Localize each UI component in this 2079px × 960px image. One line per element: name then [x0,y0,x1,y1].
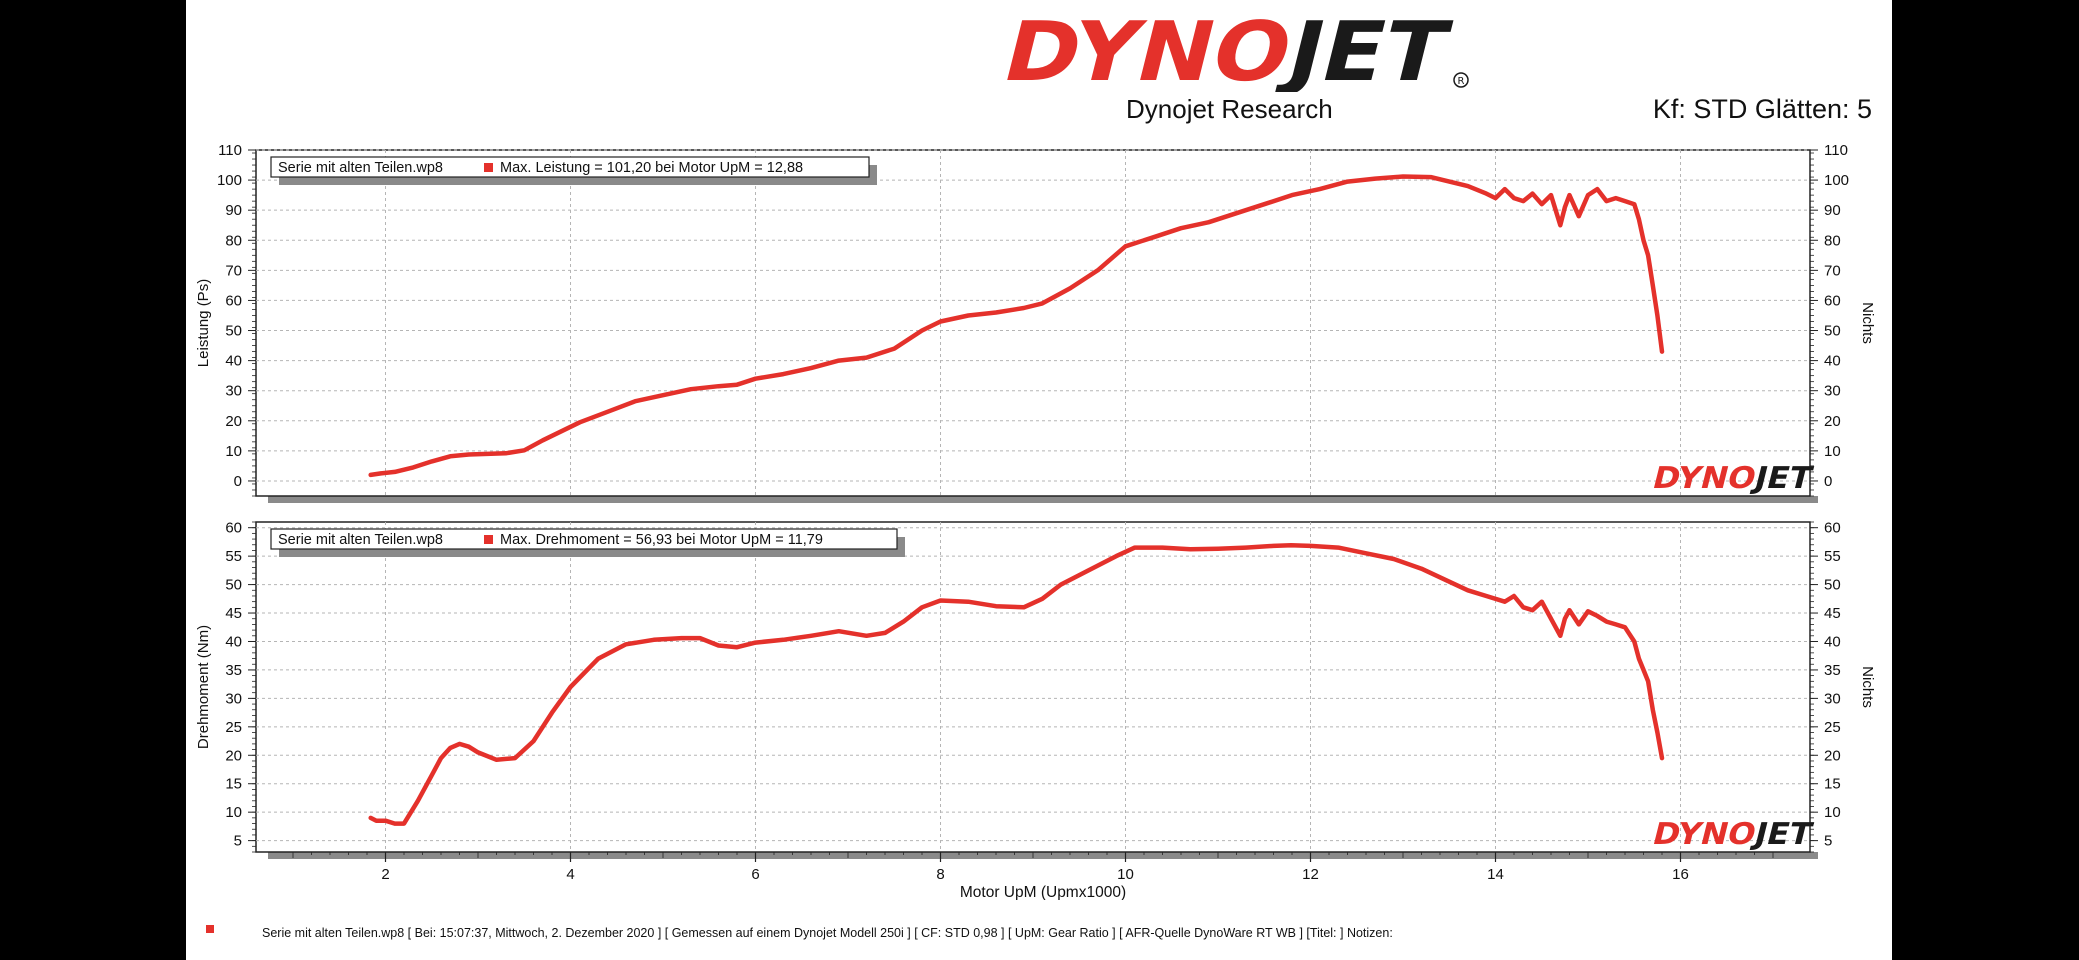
y-tick-label: 0 [234,473,242,490]
chart-panel-1: 0 0 10 10 20 20 30 30 40 40 50 50 60 60 70 70 80 80 90 90 10… [195,142,1876,503]
y-tick-label: 60 [225,520,242,537]
legend-run-name: Serie mit alten Teilen.wp8 [278,532,443,548]
series-line [368,542,1665,826]
y-tick-label: 50 [225,577,242,594]
y-tick-label: 10 [225,443,242,460]
legend-max-value: Max. Drehmoment = 56,93 bei Motor UpM = … [500,532,823,548]
y-axis-label-right: Nichts [1859,302,1876,344]
run-color-marker [206,925,214,933]
plot-area [255,521,1811,853]
y-tick-label: 60 [225,292,242,309]
y-tick-label: 5 [234,833,242,850]
legend-marker [484,163,493,172]
y-tick-label-right: 60 [1824,292,1841,309]
y-tick-label-right: 90 [1824,202,1841,219]
y-tick-label: 50 [225,323,242,340]
y-tick-label-right: 20 [1824,413,1841,430]
y-tick-label-right: 40 [1824,633,1841,650]
y-axis-label-right: Nichts [1859,666,1876,708]
y-axis-label: Leistung (Ps) [195,279,212,367]
y-tick-label: 80 [225,232,242,249]
y-tick-label: 100 [217,172,242,189]
y-tick-label: 40 [225,633,242,650]
x-tick-label: 6 [751,866,759,883]
y-tick-label: 35 [225,662,242,679]
y-tick-label: 25 [225,719,242,736]
x-axis-label: Motor UpM (Upmx1000) [960,884,1126,900]
dynojet-watermark: DYNOJET [1649,817,1816,851]
y-tick-label-right: 10 [1824,443,1841,460]
legend-max-value: Max. Leistung = 101,20 bei Motor UpM = 1… [500,160,803,176]
legend-marker [484,535,493,544]
plot-shadow [268,496,1818,503]
correction-factor-label: Kf: STD Glätten: 5 [1652,94,1872,124]
legend-shadow [279,549,905,557]
dyno-charts: 0 0 10 10 20 20 30 30 40 40 50 50 60 60 70 70 80 80 90 90 10… [195,142,1876,900]
y-tick-label-right: 40 [1824,353,1841,370]
y-tick-label: 55 [225,548,242,565]
y-tick-label-right: 110 [1824,142,1848,159]
legend-box [270,156,870,178]
plot-area [255,149,1811,497]
y-tick-label: 70 [225,262,242,279]
y-tick-label-right: 20 [1824,747,1841,764]
y-tick-label-right: 55 [1824,548,1841,565]
x-tick-label: 10 [1117,866,1134,883]
y-tick-label: 20 [225,413,242,430]
dynojet-watermark: DYNOJET [1649,461,1816,495]
legend-shadow [279,177,877,185]
legend-run-name: Serie mit alten Teilen.wp8 [278,160,443,176]
report-page: DYNOJET R Dynojet Research Kf: STD Glätt… [186,0,1892,960]
y-tick-label-right: 70 [1824,262,1841,279]
y-axis-label: Drehmoment (Nm) [195,625,212,749]
y-tick-label-right: 50 [1824,577,1841,594]
y-tick-label: 110 [218,142,242,159]
svg-text:R: R [1458,76,1465,87]
y-tick-label-right: 10 [1824,804,1841,821]
y-tick-label: 30 [225,690,242,707]
x-tick-label: 14 [1487,866,1504,883]
y-tick-label-right: 100 [1824,172,1849,189]
y-tick-label-right: 0 [1824,473,1832,490]
run-info-text: Serie mit alten Teilen.wp8 [ Bei: 15:07:… [262,926,1393,940]
x-tick-label: 16 [1672,866,1689,883]
x-tick-label: 2 [381,866,389,883]
y-tick-label: 90 [225,202,242,219]
dynojet-logo: DYNOJET R [994,12,1469,92]
legend-box [270,528,898,550]
y-tick-label-right: 80 [1824,232,1841,249]
y-tick-label-right: 30 [1824,383,1841,400]
legend-shadow-side [897,537,905,557]
y-tick-label: 40 [225,353,242,370]
y-tick-label-right: 25 [1824,719,1841,736]
y-tick-label-right: 60 [1824,520,1841,537]
x-tick-label: 8 [936,866,944,883]
x-tick-label: 4 [566,866,574,883]
y-tick-label: 20 [225,747,242,764]
svg-text:DYNOJET: DYNOJET [994,12,1458,92]
legend-shadow-side [869,165,877,185]
plot-shadow [268,852,1818,859]
run-info-footer: Serie mit alten Teilen.wp8 [ Bei: 15:07:… [186,924,1892,948]
y-tick-label-right: 30 [1824,690,1841,707]
series-line [368,174,1665,478]
y-tick-label: 10 [225,804,242,821]
x-tick-label: 12 [1302,866,1319,883]
y-tick-label-right: 35 [1824,662,1841,679]
company-subtitle: Dynojet Research [1126,94,1333,124]
y-tick-label-right: 45 [1824,605,1841,622]
y-tick-label: 15 [225,776,242,793]
y-tick-label-right: 15 [1824,776,1841,793]
y-tick-label-right: 50 [1824,323,1841,340]
y-tick-label-right: 5 [1824,833,1832,850]
y-tick-label: 30 [225,383,242,400]
y-tick-label: 45 [225,605,242,622]
